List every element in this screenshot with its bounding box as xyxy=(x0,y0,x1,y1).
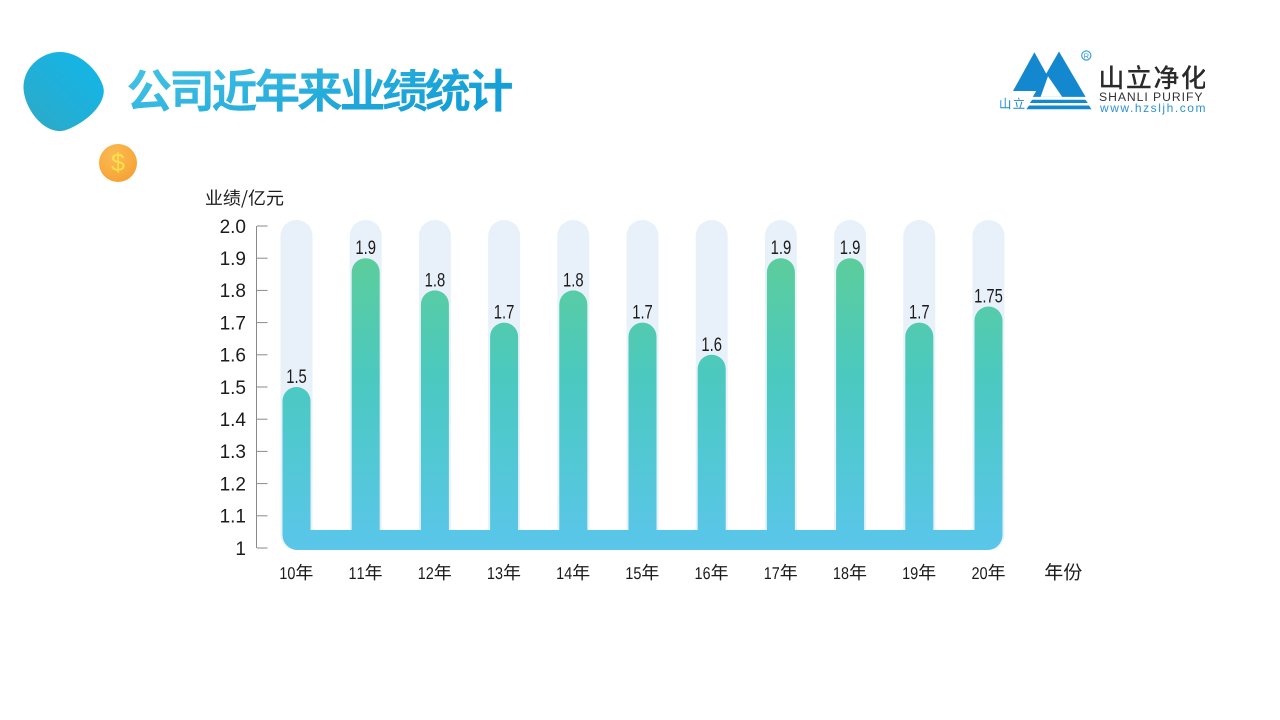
x-category-label xyxy=(834,563,867,581)
bar-value-label: 1.7 xyxy=(632,302,653,323)
x-category-label xyxy=(764,563,797,581)
y-tick-label: 2.0 xyxy=(220,217,246,238)
x-category-label xyxy=(903,563,936,581)
brand-name-cn xyxy=(1100,65,1206,90)
logo-mountain-notch xyxy=(1040,76,1063,97)
registered-mark-icon xyxy=(1081,50,1092,61)
y-tick-label: 1.7 xyxy=(220,313,246,334)
y-tick-label: 1 xyxy=(235,539,246,560)
bar-value-labels: 1.5 1.9 1.8 1.7 1.8 1.7 1.6 1.9 1.9 1.7 1.75 xyxy=(286,237,1003,387)
y-tick-label: 1.8 xyxy=(220,281,246,302)
x-category-label xyxy=(626,563,659,581)
registered-mark-letter: R xyxy=(1084,51,1090,60)
blob-shape xyxy=(23,52,104,132)
bar-value-label: 1.9 xyxy=(771,237,792,258)
y-tick-label: 1.4 xyxy=(220,410,247,431)
x-category-label xyxy=(280,563,313,581)
decor-blob xyxy=(23,52,104,132)
logo-stripe-2 xyxy=(1026,105,1092,110)
page-title-text xyxy=(128,68,512,112)
x-category-label xyxy=(349,563,382,581)
brand-name-en: SHANLI PURIFY xyxy=(1099,89,1204,104)
bar-value-label: 1.6 xyxy=(701,334,722,355)
y-axis-title xyxy=(206,189,284,208)
x-category-label xyxy=(972,563,1005,581)
x-category-label xyxy=(488,563,521,581)
bars-shape xyxy=(282,258,1003,550)
bar-value-label: 1.5 xyxy=(286,366,307,387)
y-tick-label: 1.5 xyxy=(220,378,246,399)
bar-value-label: 1.8 xyxy=(425,270,446,291)
y-axis xyxy=(256,225,268,549)
x-category-label xyxy=(557,563,590,581)
bar-value-label: 1.7 xyxy=(909,302,930,323)
x-axis-title xyxy=(1045,563,1082,581)
bar-value-label: 1.9 xyxy=(840,237,861,258)
x-category-label xyxy=(418,563,451,581)
logo-mark-text xyxy=(1000,97,1025,110)
page-title xyxy=(128,68,512,112)
y-tick-label: 1.2 xyxy=(220,474,246,495)
x-category-label xyxy=(695,563,728,581)
y-tick-label: 1.9 xyxy=(220,249,246,270)
dollar-sign: $ xyxy=(111,148,125,177)
bar-value-label: 1.9 xyxy=(355,237,376,258)
logo-stripe-1 xyxy=(1029,99,1088,103)
y-tick-label: 1.3 xyxy=(220,442,246,463)
y-tick-labels: 2.0 1.9 1.8 1.7 1.6 1.5 1.4 1.3 1.2 1.1 1 xyxy=(220,217,247,560)
logo-mark: R xyxy=(1000,50,1092,110)
y-tick-label: 1.6 xyxy=(220,346,246,367)
brand-name-cn-text xyxy=(1100,65,1206,90)
bar-value-label: 1.75 xyxy=(974,286,1003,307)
y-tick-label: 1.1 xyxy=(220,507,246,528)
x-category-labels xyxy=(280,563,1005,581)
brand-website: www.hzsljh.com xyxy=(1100,100,1208,115)
bar-value-label: 1.8 xyxy=(563,270,584,291)
bar-value-label: 1.7 xyxy=(494,302,515,323)
coin-icon: $ xyxy=(99,144,137,182)
